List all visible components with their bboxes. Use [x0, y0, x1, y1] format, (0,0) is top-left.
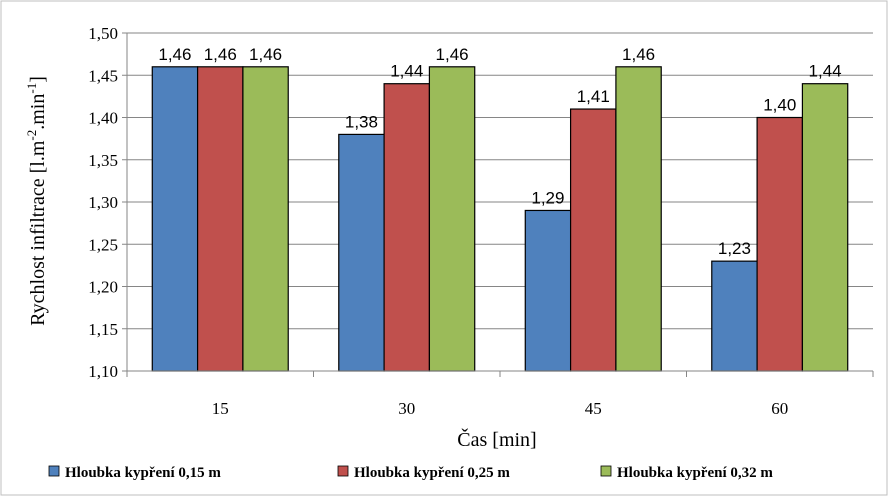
y-tick-label: 1,20 — [88, 278, 118, 297]
data-label: 1,41 — [577, 87, 610, 106]
legend-swatch — [600, 465, 612, 477]
bar — [151, 66, 199, 372]
y-axis-title: Rychlost infiltrace [l.m-2.min-1] — [24, 76, 49, 326]
y-tick-label: 1,45 — [88, 66, 118, 85]
data-label: 1,46 — [249, 45, 282, 64]
data-label: 1,40 — [763, 96, 796, 115]
x-tick-label: 60 — [771, 399, 788, 418]
data-label: 1,46 — [158, 45, 191, 64]
bar — [615, 66, 662, 372]
data-labels: 1,46 1,46 1,46 1,38 1,44 1,46 1,29 1,41 1,46 1,23… — [158, 45, 841, 258]
legend-label: Hloubka kypření 0,25 m — [354, 465, 510, 481]
y-tick-label: 1,10 — [88, 362, 118, 381]
y-tick-label: 1,30 — [88, 193, 118, 212]
bar — [801, 83, 849, 372]
x-tick-label: 15 — [212, 399, 229, 418]
legend: Hloubka kypření 0,15 m Hloubka kypření 0,… — [48, 465, 773, 481]
legend-swatch — [48, 465, 60, 477]
bar — [242, 66, 289, 372]
y-tick-label: 1,40 — [88, 109, 118, 128]
bar — [383, 83, 431, 372]
y-tick-labels: 1,10 1,15 1,20 1,25 1,30 1,35 1,40 1,45 1,50 — [88, 24, 118, 381]
x-tick-label: 45 — [585, 399, 602, 418]
y-tick-label: 1,25 — [88, 235, 118, 254]
bar — [428, 66, 476, 372]
data-label: 1,46 — [622, 45, 655, 64]
y-tick-label: 1,15 — [88, 320, 118, 339]
bar — [196, 66, 244, 372]
data-label: 1,23 — [718, 239, 751, 258]
y-tick-label: 1,50 — [88, 24, 118, 43]
x-tick-label: 30 — [398, 399, 415, 418]
x-tick-labels: 15 30 45 60 — [212, 399, 789, 418]
bar — [756, 116, 804, 372]
bars — [151, 66, 849, 372]
y-tick-label: 1,35 — [88, 151, 118, 170]
axes — [126, 33, 874, 377]
legend-label: Hloubka kypření 0,32 m — [617, 465, 773, 481]
data-label: 1,29 — [531, 188, 564, 207]
bar — [338, 133, 385, 372]
data-label: 1,38 — [345, 112, 378, 131]
data-label: 1,46 — [204, 45, 237, 64]
data-label: 1,44 — [390, 62, 423, 81]
data-label: 1,44 — [809, 62, 842, 81]
x-axis-title: Čas [min] — [457, 427, 536, 451]
bar — [569, 108, 617, 372]
data-label: 1,46 — [436, 45, 469, 64]
bar — [711, 260, 758, 372]
bar — [524, 209, 572, 372]
legend-label: Hloubka kypření 0,15 m — [65, 465, 221, 481]
legend-swatch — [337, 465, 349, 477]
